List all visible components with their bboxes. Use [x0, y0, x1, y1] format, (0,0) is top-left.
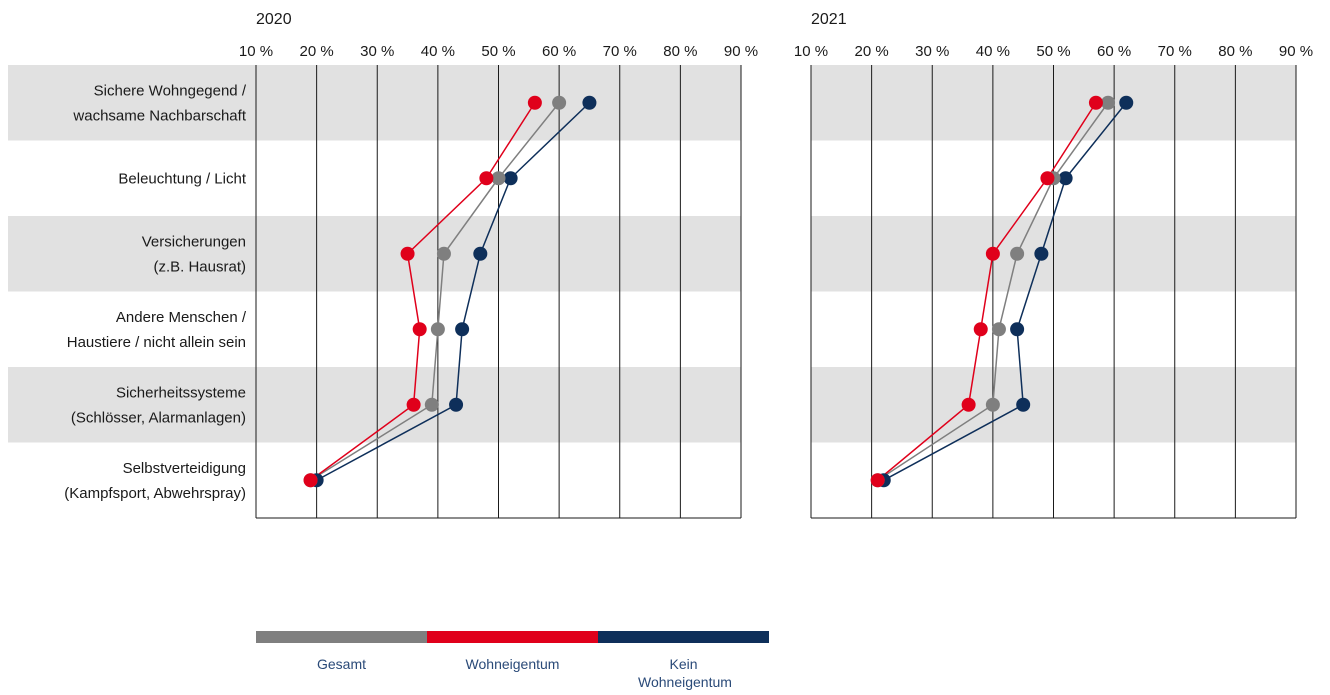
panel-title: 2020 — [256, 11, 292, 28]
data-point-kein — [582, 95, 597, 110]
data-point-kein — [1119, 95, 1134, 110]
row-band — [8, 65, 741, 141]
data-point-gesamt — [430, 322, 445, 337]
series-line-kein — [883, 102, 1127, 481]
data-point-gesamt — [1101, 95, 1116, 110]
data-point-gesamt — [491, 171, 506, 186]
x-tick-label: 10 % — [794, 43, 828, 60]
x-tick-label: 70 % — [1158, 43, 1192, 60]
series-line-gesamt — [877, 102, 1109, 481]
category-label: (Kampfsport, Abwehrspray) — [64, 485, 246, 502]
data-point-wohneigentum — [400, 246, 415, 261]
data-point-kein — [449, 397, 464, 412]
category-label: Sicherheitssysteme — [116, 384, 246, 401]
panel-title: 2021 — [811, 11, 847, 28]
data-point-wohneigentum — [412, 322, 427, 337]
data-point-kein — [503, 171, 518, 186]
x-tick-label: 60 % — [542, 43, 576, 60]
category-label: Sichere Wohngegend / — [94, 82, 247, 99]
data-point-wohneigentum — [527, 95, 542, 110]
legend-label-kein-wohneigentum: Kein Wohneigentum — [638, 656, 732, 690]
x-tick-label: 80 % — [663, 43, 697, 60]
data-point-gesamt — [436, 246, 451, 261]
data-point-gesamt — [424, 397, 439, 412]
chart-panel-2020: 10 % 20 % 30 % 40 % 50 % 60 % 70 % 80 % 90 % 2020… — [8, 11, 758, 519]
x-tick-label: 90 % — [724, 43, 758, 60]
data-point-gesamt — [1010, 246, 1025, 261]
data-point-wohneigentum — [961, 397, 976, 412]
x-tick-label: 50 % — [1036, 43, 1070, 60]
x-tick-label: 30 % — [915, 43, 949, 60]
x-tick-label: 30 % — [360, 43, 394, 60]
series-line-wohneigentum — [877, 102, 1097, 481]
x-tick-label: 60 % — [1097, 43, 1131, 60]
x-tick-label: 20 % — [855, 43, 889, 60]
data-point-wohneigentum — [985, 246, 1000, 261]
data-point-wohneigentum — [870, 473, 885, 488]
data-point-gesamt — [991, 322, 1006, 337]
data-point-wohneigentum — [1040, 171, 1055, 186]
data-point-wohneigentum — [973, 322, 988, 337]
category-label: Andere Menschen / — [116, 309, 247, 326]
series-line-kein — [316, 102, 590, 481]
data-point-kein — [455, 322, 470, 337]
x-tick-label: 80 % — [1218, 43, 1252, 60]
x-tick-label: 90 % — [1279, 43, 1313, 60]
x-tick-label: 10 % — [239, 43, 273, 60]
legend-swatch-wohneigentum — [427, 631, 598, 643]
chart-panel-2021: 10 % 20 % 30 % 40 % 50 % 60 % 70 % 80 % 90 % 2021 — [794, 11, 1313, 519]
x-tick-label: 50 % — [481, 43, 515, 60]
category-label: (Schlösser, Alarmanlagen) — [71, 409, 246, 426]
data-point-kein — [473, 246, 488, 261]
data-point-kein — [1058, 171, 1073, 186]
legend-bar — [256, 631, 769, 643]
category-label: (z.B. Hausrat) — [153, 258, 246, 275]
row-band — [8, 367, 741, 443]
category-label: Haustiere / nicht allein sein — [67, 334, 246, 351]
legend-label-gesamt: Gesamt — [316, 656, 366, 672]
x-tick-label: 40 % — [976, 43, 1010, 60]
data-point-wohneigentum — [406, 397, 421, 412]
data-point-wohneigentum — [479, 171, 494, 186]
data-point-wohneigentum — [1088, 95, 1103, 110]
data-point-kein — [1016, 397, 1031, 412]
legend-swatch-gesamt — [256, 631, 427, 643]
legend-swatch-kein-wohneigentum — [598, 631, 769, 643]
data-point-gesamt — [985, 397, 1000, 412]
category-label: wachsame Nachbarschaft — [72, 107, 246, 124]
category-label: Selbstverteidigung — [123, 460, 246, 477]
category-label: Versicherungen — [142, 233, 246, 250]
series-line-gesamt — [310, 102, 560, 481]
data-point-gesamt — [552, 95, 567, 110]
data-point-wohneigentum — [303, 473, 318, 488]
x-tick-label: 40 % — [421, 43, 455, 60]
x-tick-label: 20 % — [300, 43, 334, 60]
legend-label-wohneigentum: Wohneigentum — [465, 656, 560, 672]
x-tick-label: 70 % — [603, 43, 637, 60]
series-line-wohneigentum — [310, 102, 536, 481]
category-label: Beleuchtung / Licht — [118, 170, 246, 187]
data-point-kein — [1010, 322, 1025, 337]
row-band — [8, 216, 741, 292]
data-point-kein — [1034, 246, 1049, 261]
